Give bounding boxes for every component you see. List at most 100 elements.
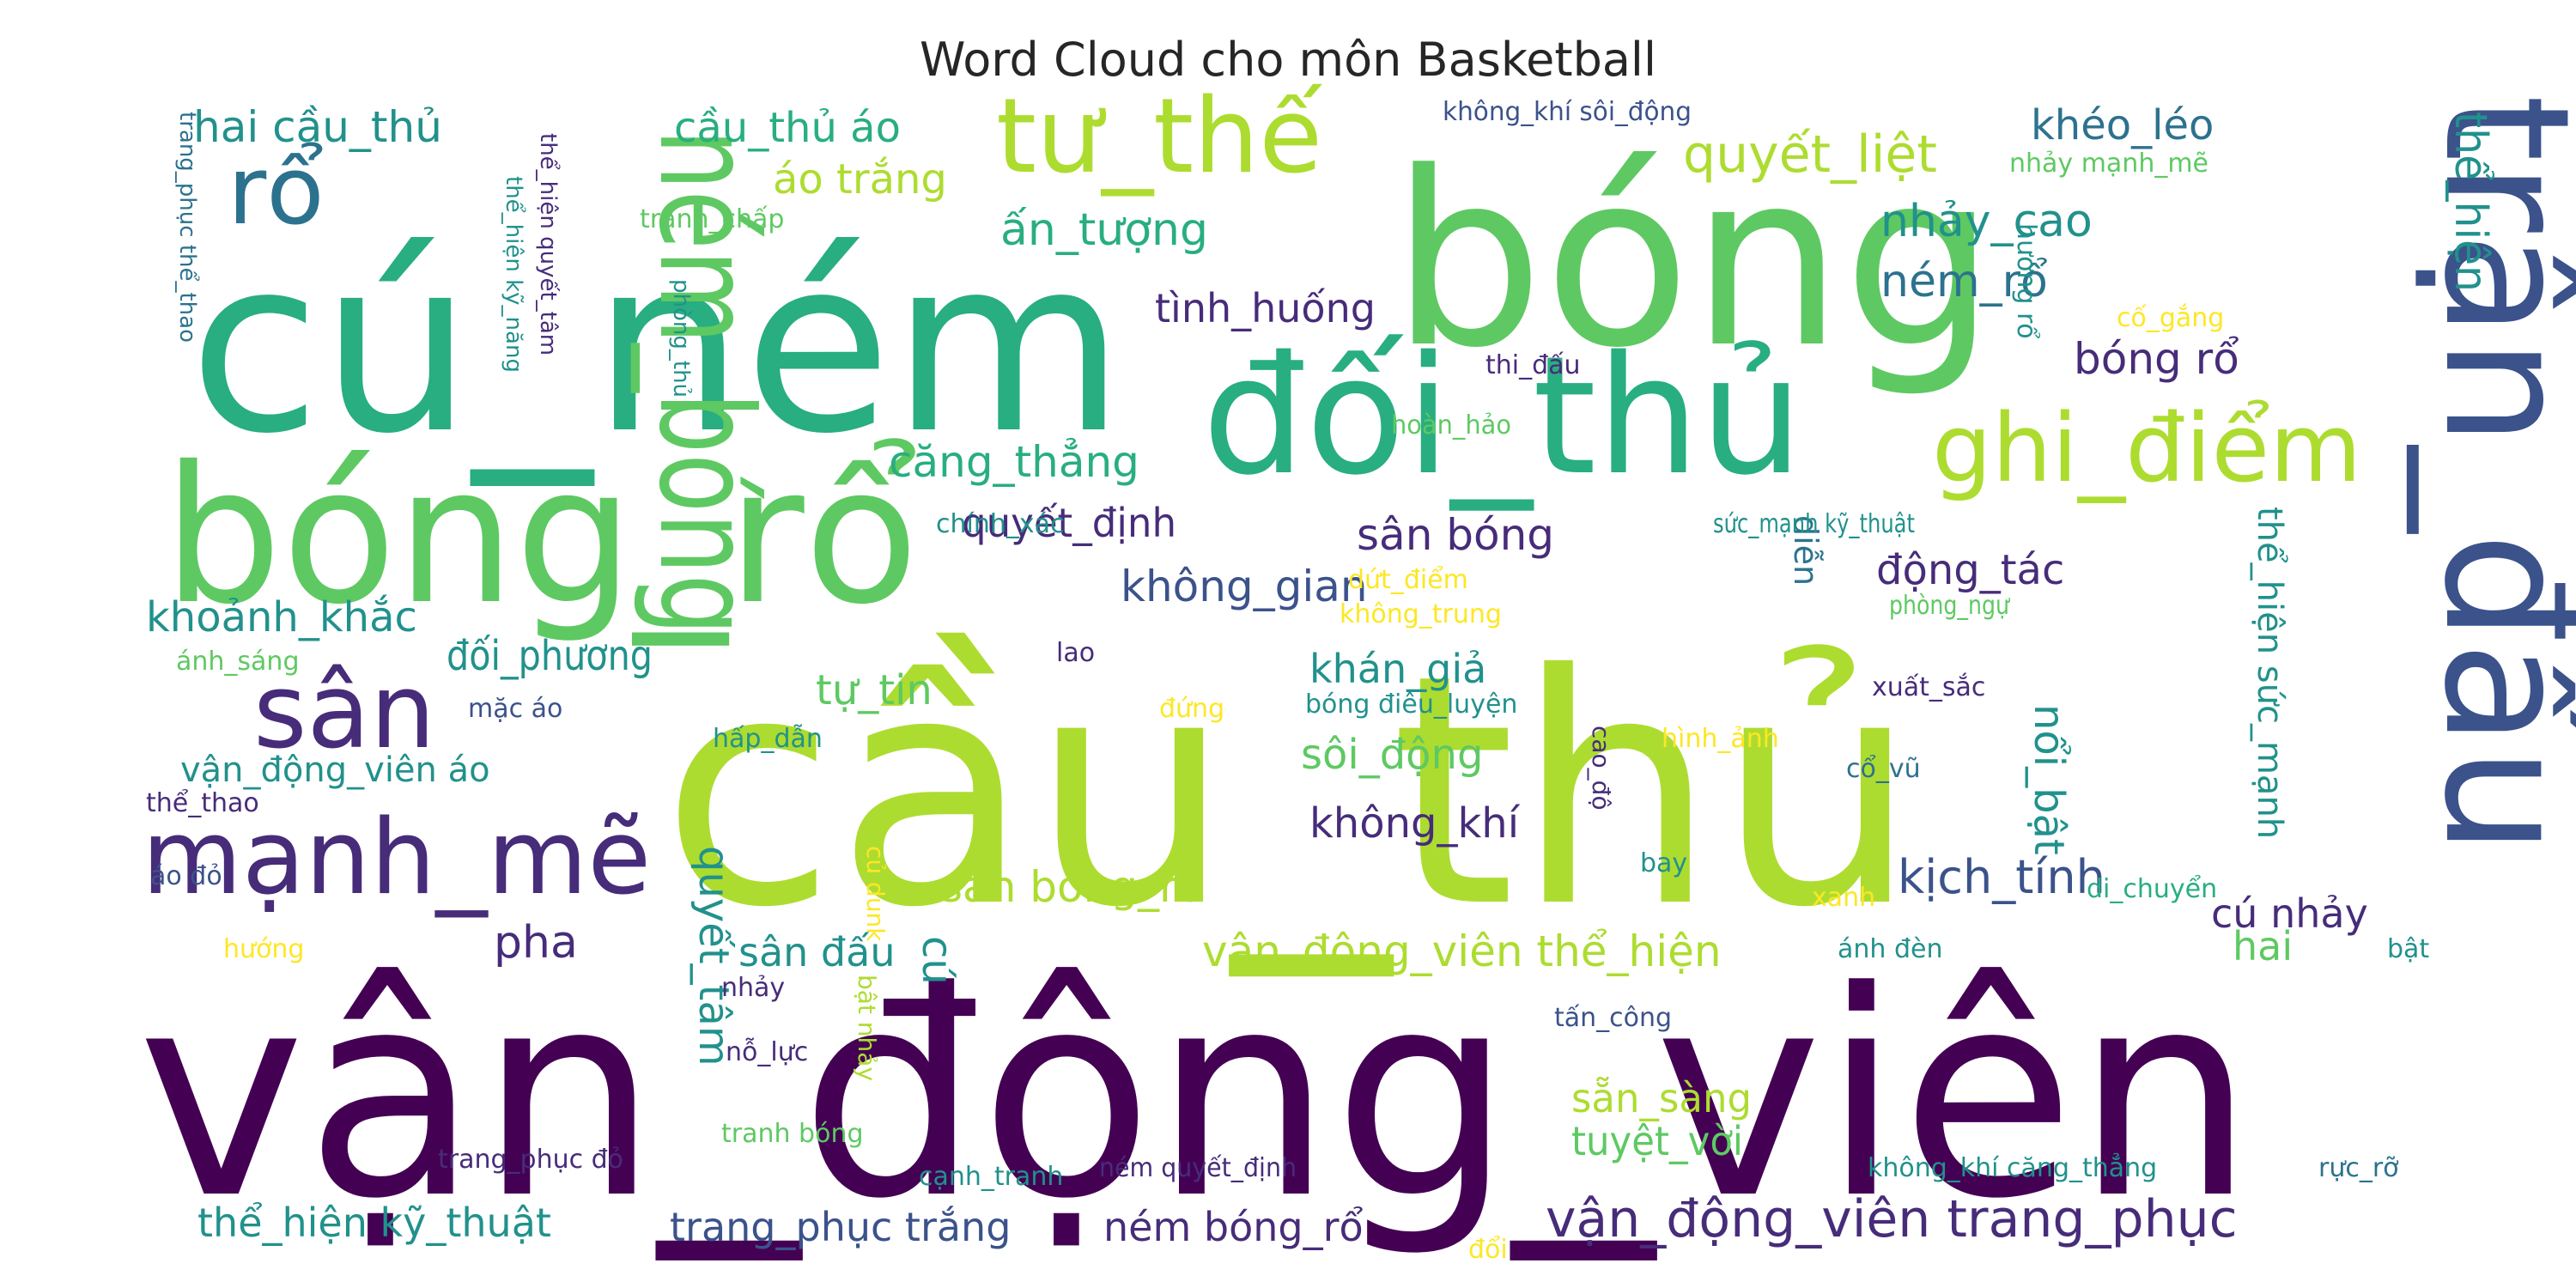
word-cloud-word: vận_động_viên thể_hiện bbox=[1202, 927, 1722, 976]
word-cloud-word: đổi bbox=[1468, 1234, 1508, 1265]
word-cloud-word: áo đỏ bbox=[150, 861, 222, 891]
word-cloud-word: hướng rổ bbox=[2011, 223, 2042, 339]
word-cloud-word: bóng điêu_luyện bbox=[1305, 690, 1517, 720]
word-cloud-word: bật bbox=[2387, 934, 2429, 964]
word-cloud-word: bay bbox=[1640, 848, 1687, 878]
chart-title: Word Cloud cho môn Basketball bbox=[920, 33, 1656, 87]
word-cloud-word: thể_hiện kỹ_thuật bbox=[197, 1200, 551, 1246]
word-cloud-word: sân đấu bbox=[738, 929, 895, 975]
word-cloud-word: cú nhảy bbox=[2211, 890, 2368, 937]
word-cloud-word: mạnh_mẽ bbox=[142, 799, 651, 918]
word-cloud-word: vận_động_viên bbox=[137, 931, 2255, 1265]
word-cloud-word: sân bóng_rổ bbox=[940, 862, 1203, 912]
word-cloud-word: hình_ảnh bbox=[1662, 724, 1779, 754]
word-cloud-word: khéo_léo bbox=[2031, 101, 2214, 149]
word-cloud-word: trang_phục trắng bbox=[670, 1204, 1011, 1250]
word-cloud-word: nổi_bật bbox=[2025, 704, 2073, 855]
word-cloud-word: nhảy mạnh_mẽ bbox=[2009, 149, 2208, 179]
word-cloud-word: thể_hiện quyết_tâm bbox=[535, 133, 562, 355]
word-cloud-word: quyết_tâm bbox=[690, 846, 738, 1066]
word-cloud-word: đứng bbox=[1159, 694, 1224, 724]
word-cloud-word: bật nhảy bbox=[853, 975, 881, 1081]
word-cloud-word: hấp_dẫn bbox=[713, 724, 823, 754]
word-cloud-word: động_tác bbox=[1876, 546, 2064, 594]
word-cloud-word: cố_gắng bbox=[2117, 303, 2224, 333]
word-cloud-word: tình_huống bbox=[1155, 285, 1376, 331]
word-cloud-word: củ dunk bbox=[861, 846, 890, 942]
word-cloud-word: trang_phục thể_thao bbox=[174, 112, 201, 343]
word-cloud-word: bóng bbox=[1391, 121, 1996, 401]
word-cloud-word: cạnh_tranh bbox=[919, 1162, 1063, 1192]
word-cloud-word: vận_động_viên áo bbox=[180, 750, 490, 790]
word-cloud-word: kịch_tính bbox=[1898, 850, 2105, 904]
word-cloud-word: vận_động_viên trang_phục bbox=[1546, 1189, 2238, 1249]
word-cloud-word: ghi_điểm bbox=[1932, 393, 2361, 503]
word-cloud-word: nhảy bbox=[721, 973, 785, 1003]
word-cloud-word: cổ_vũ bbox=[1846, 753, 1921, 784]
word-cloud-word: trận_đấu bbox=[2406, 94, 2576, 855]
word-cloud-word: thi_đấu bbox=[1485, 350, 1581, 380]
word-cloud-word: xanh bbox=[1812, 883, 1875, 913]
word-cloud-word: hướng bbox=[223, 934, 304, 964]
word-cloud-word: nhảy_cao bbox=[1880, 196, 2093, 247]
word-cloud-word: cầu_thủ bbox=[661, 608, 1918, 981]
word-cloud-word: pha bbox=[494, 917, 578, 969]
word-cloud-word: khoảnh_khắc bbox=[146, 593, 417, 641]
word-cloud-word: ném bóng_rổ bbox=[1103, 1204, 1364, 1250]
word-cloud-word: không_gian bbox=[1121, 562, 1368, 611]
word-cloud-word: bóng_rổ bbox=[163, 426, 919, 646]
word-cloud-word: sân bbox=[253, 653, 435, 772]
word-cloud-word: không_khí sôi_động bbox=[1443, 97, 1692, 127]
word-cloud-word: tranh bóng bbox=[721, 1119, 864, 1149]
word-cloud-word: dứt_điểm bbox=[1348, 564, 1468, 595]
word-cloud-word: cú bbox=[913, 936, 961, 985]
word-cloud-word: ném_rổ bbox=[1880, 256, 2048, 307]
word-cloud-word: ném quyết_định bbox=[1099, 1153, 1297, 1183]
word-cloud-word: đối_thủ bbox=[1202, 321, 1803, 511]
word-cloud-word: cầu_thủ áo bbox=[674, 104, 901, 152]
word-cloud-word: không_khí căng_thẳng bbox=[1868, 1151, 2157, 1183]
word-cloud-word: rực_rỡ bbox=[2318, 1153, 2399, 1183]
word-cloud-word: ánh đèn bbox=[1838, 934, 1942, 964]
word-cloud-word: thể_hiện sức_mạnh bbox=[2250, 507, 2289, 839]
word-cloud-word: quyết_liệt bbox=[1683, 125, 1937, 185]
word-cloud-word: không_khí bbox=[1309, 799, 1521, 848]
word-cloud-word: hai cầu_thủ bbox=[193, 102, 442, 152]
word-cloud-word: chính_xác bbox=[936, 509, 1065, 539]
word-cloud-word: sân bóng bbox=[1357, 510, 1554, 560]
word-cloud-word: phòng_ngự bbox=[1889, 591, 2011, 621]
word-cloud-word: trang_phục đỏ bbox=[438, 1145, 623, 1175]
word-cloud-word: ném_bóng bbox=[630, 129, 780, 635]
word-cloud-word: xuất_sắc bbox=[1872, 672, 1985, 702]
word-cloud-word: thể_hiện bbox=[2445, 112, 2496, 292]
word-cloud-word: thể_thao bbox=[146, 787, 259, 818]
word-cloud-word: cao_độ bbox=[1587, 726, 1615, 811]
word-cloud-word: lao bbox=[1056, 638, 1095, 668]
word-cloud-word: tuyệt_vời bbox=[1571, 1118, 1743, 1164]
word-cloud-word: đối_phương bbox=[447, 632, 653, 680]
word-cloud-word: ánh_sáng bbox=[176, 647, 299, 677]
word-cloud-word: tự_tin bbox=[816, 666, 933, 714]
word-cloud-word: cú_ném bbox=[189, 207, 1125, 489]
word-cloud-word: thể_hiện kỹ_năng bbox=[501, 176, 527, 373]
word-cloud-word: rổ bbox=[228, 136, 325, 246]
word-cloud-word: không_trung bbox=[1340, 599, 1502, 629]
word-cloud-word: bóng rổ bbox=[2074, 334, 2239, 384]
word-cloud-word: sức_mạnh kỹ_thuật bbox=[1713, 509, 1915, 539]
word-cloud-word: tranh_chấp bbox=[640, 204, 784, 234]
word-cloud-word: hai bbox=[2233, 923, 2293, 969]
word-cloud-word: sẵn_sàng bbox=[1571, 1075, 1752, 1121]
word-cloud-word: căng_thẳng bbox=[889, 437, 1139, 487]
word-cloud-word: tấn_công bbox=[1554, 1003, 1672, 1033]
word-cloud-word: sôi_động bbox=[1301, 731, 1483, 779]
word-cloud-word: diễn bbox=[1787, 515, 1825, 586]
word-cloud-word: phòng_thủ bbox=[668, 279, 694, 398]
word-cloud-word: di_chuyển bbox=[2087, 873, 2217, 904]
word-cloud-word: mặc áo bbox=[468, 694, 562, 724]
word-cloud-word: nỗ_lực bbox=[726, 1037, 808, 1067]
word-cloud-word: ấn_tượng bbox=[1000, 204, 1208, 256]
word-cloud-word: hoàn_hảo bbox=[1391, 410, 1511, 440]
word-cloud-word: tư_thế bbox=[996, 77, 1322, 197]
word-cloud-word: khán_giả bbox=[1309, 646, 1486, 692]
